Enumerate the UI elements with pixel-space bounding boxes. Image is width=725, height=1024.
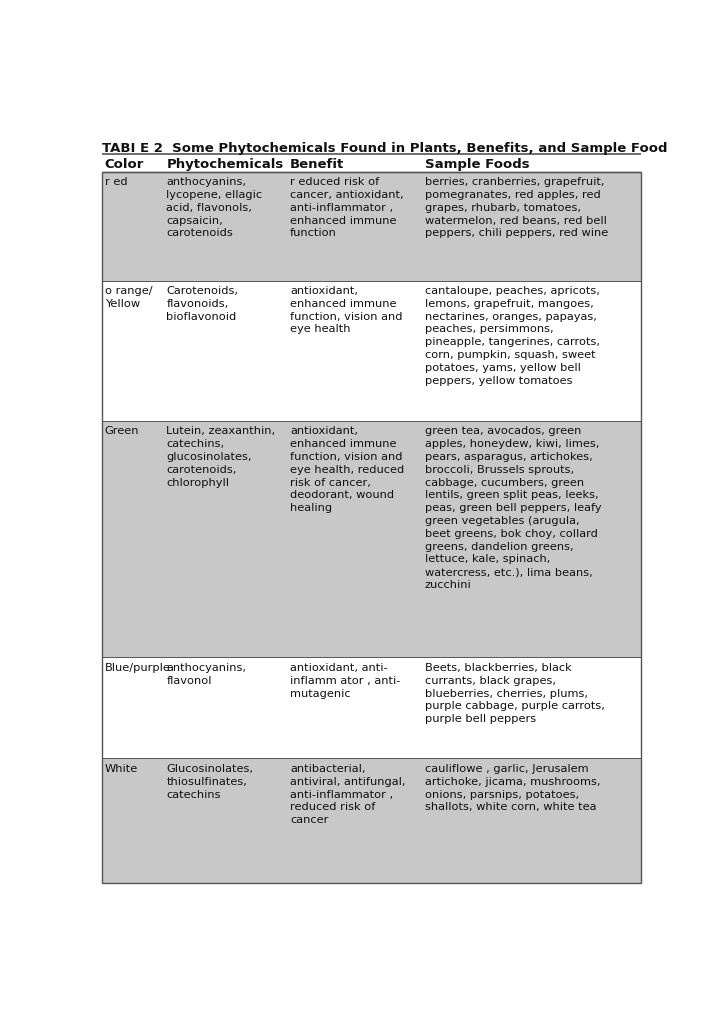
Text: anthocyanins,
flavonol: anthocyanins, flavonol bbox=[167, 663, 246, 686]
Text: Benefit: Benefit bbox=[290, 159, 344, 171]
Text: TABI E 2  Some Phytochemicals Found in Plants, Benefits, and Sample Food: TABI E 2 Some Phytochemicals Found in Pl… bbox=[102, 141, 667, 155]
Text: o range/
Yellow: o range/ Yellow bbox=[104, 286, 152, 309]
Text: White: White bbox=[104, 764, 138, 774]
Bar bbox=[102, 657, 641, 759]
Text: antioxidant,
enhanced immune
function, vision and
eye health: antioxidant, enhanced immune function, v… bbox=[290, 286, 402, 335]
Text: Blue/purple: Blue/purple bbox=[104, 663, 170, 673]
Text: antibacterial,
antiviral, antifungal,
anti-inflammator ,
reduced risk of
cancer: antibacterial, antiviral, antifungal, an… bbox=[290, 764, 405, 825]
Text: Glucosinolates,
thiosulfinates,
catechins: Glucosinolates, thiosulfinates, catechin… bbox=[167, 764, 254, 800]
Text: cantaloupe, peaches, apricots,
lemons, grapefruit, mangoes,
nectarines, oranges,: cantaloupe, peaches, apricots, lemons, g… bbox=[425, 286, 600, 386]
Text: r ed: r ed bbox=[104, 177, 128, 187]
Text: antioxidant, anti-
inflamm ator , anti-
mutagenic: antioxidant, anti- inflamm ator , anti- … bbox=[290, 663, 400, 698]
Text: Carotenoids,
flavonoids,
bioflavonoid: Carotenoids, flavonoids, bioflavonoid bbox=[167, 286, 239, 322]
Text: cauliflowe , garlic, Jerusalem
artichoke, jicama, mushrooms,
onions, parsnips, p: cauliflowe , garlic, Jerusalem artichoke… bbox=[425, 764, 600, 812]
Bar bbox=[102, 759, 641, 883]
Text: berries, cranberries, grapefruit,
pomegranates, red apples, red
grapes, rhubarb,: berries, cranberries, grapefruit, pomegr… bbox=[425, 177, 608, 239]
Bar bbox=[102, 421, 641, 657]
Text: r educed risk of
cancer, antioxidant,
anti-inflammator ,
enhanced immune
functio: r educed risk of cancer, antioxidant, an… bbox=[290, 177, 404, 239]
Bar bbox=[102, 281, 641, 421]
Text: antioxidant,
enhanced immune
function, vision and
eye health, reduced
risk of ca: antioxidant, enhanced immune function, v… bbox=[290, 426, 405, 513]
Text: anthocyanins,
lycopene, ellagic
acid, flavonols,
capsaicin,
carotenoids: anthocyanins, lycopene, ellagic acid, fl… bbox=[167, 177, 262, 239]
Text: green tea, avocados, green
apples, honeydew, kiwi, limes,
pears, asparagus, arti: green tea, avocados, green apples, honey… bbox=[425, 426, 602, 590]
Text: Phytochemicals: Phytochemicals bbox=[167, 159, 283, 171]
Text: Lutein, zeaxanthin,
catechins,
glucosinolates,
carotenoids,
chlorophyll: Lutein, zeaxanthin, catechins, glucosino… bbox=[167, 426, 276, 487]
Text: Color: Color bbox=[104, 159, 144, 171]
Text: Green: Green bbox=[104, 426, 139, 436]
Bar bbox=[102, 172, 641, 281]
Text: Sample Foods: Sample Foods bbox=[425, 159, 529, 171]
Text: Beets, blackberries, black
currants, black grapes,
blueberries, cherries, plums,: Beets, blackberries, black currants, bla… bbox=[425, 663, 605, 724]
